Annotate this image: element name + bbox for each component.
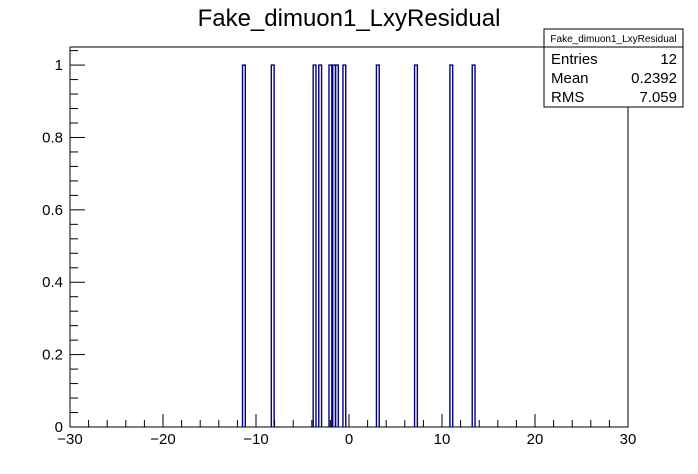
x-axis: −30 −20 −10 0 10 20 30 [57, 414, 636, 448]
stats-box: Fake_dimuon1_LxyResidual Entries 12 Mean… [543, 28, 684, 108]
stats-rms-label: RMS [551, 89, 584, 106]
stats-entries-value: 12 [660, 51, 677, 68]
histogram-bin [312, 64, 317, 427]
y-tick-label: 0 [55, 419, 63, 436]
y-tick-label: 0.2 [42, 347, 63, 364]
y-tick-label: 0.4 [42, 274, 63, 291]
x-tick-label: 20 [527, 431, 544, 448]
x-tick-label: 0 [345, 431, 353, 448]
y-tick-label: 1 [55, 57, 63, 74]
x-tick-label: 30 [620, 431, 637, 448]
histogram-bin [342, 64, 347, 427]
y-tick-label: 0.8 [42, 129, 63, 146]
x-tick-label: −20 [150, 431, 175, 448]
chart-title: Fake_dimuon1_LxyResidual [198, 5, 501, 32]
x-tick-label: 10 [434, 431, 451, 448]
histogram-bin [318, 64, 323, 427]
y-tick-label: 0.6 [42, 202, 63, 219]
histogram-bin [241, 64, 247, 427]
histogram-bin [270, 64, 275, 427]
histogram-bin [328, 64, 333, 427]
stats-rms-value: 7.059 [639, 89, 677, 106]
histogram-bars [241, 64, 476, 427]
histogram-bin [375, 64, 380, 427]
stats-mean-value: 0.2392 [631, 70, 677, 87]
stats-box-frame [543, 28, 684, 108]
histogram-bin [413, 64, 419, 427]
x-tick-label: −10 [243, 431, 268, 448]
histogram-bin [449, 64, 454, 427]
stats-mean-label: Mean [551, 70, 589, 87]
stats-entries-label: Entries [551, 51, 598, 68]
histogram-bin [334, 64, 340, 427]
histogram-bin [471, 64, 476, 427]
stats-box-title: Fake_dimuon1_LxyResidual [550, 34, 676, 45]
y-axis: 0 0.2 0.4 0.6 0.8 1 [42, 50, 85, 436]
x-tick-label: −30 [57, 431, 82, 448]
